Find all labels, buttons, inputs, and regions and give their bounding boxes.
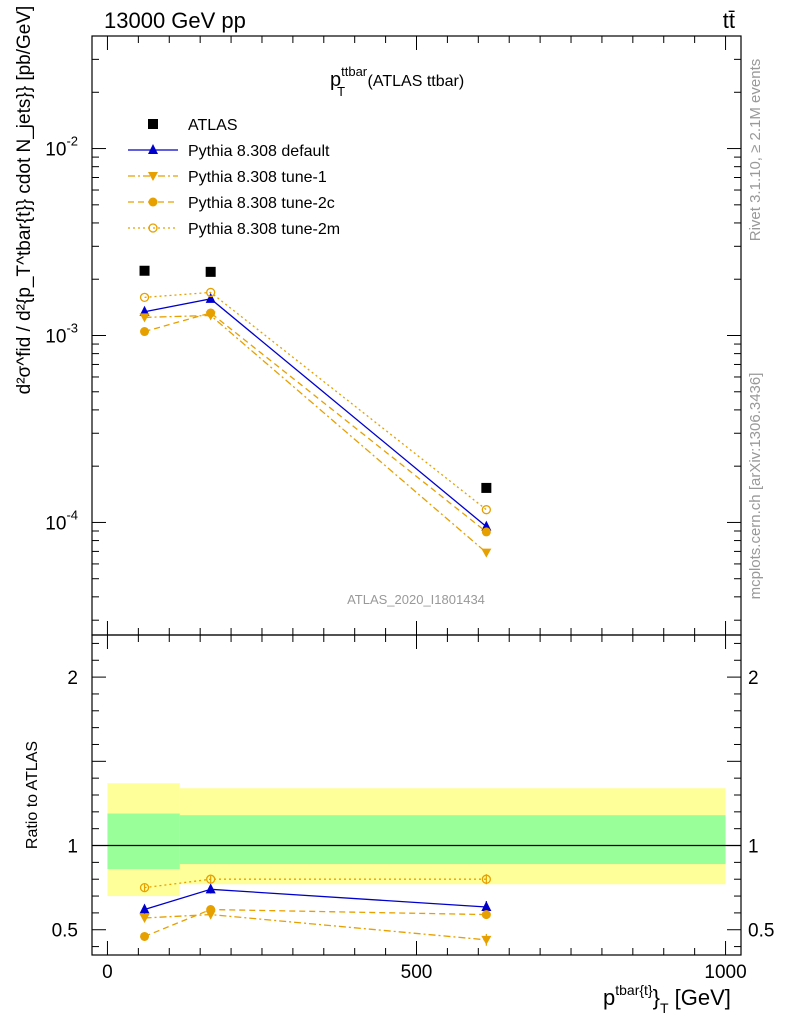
ratio-point — [140, 931, 150, 941]
y-tick-base: 10 — [45, 327, 66, 348]
x-tick-label: 1000 — [704, 962, 746, 983]
series-pythia-8-308-tune-2m — [139, 287, 491, 515]
legend-label: Pythia 8.308 tune-1 — [188, 169, 327, 186]
data-point — [139, 305, 150, 316]
data-point — [481, 482, 492, 493]
y-tick-base: 10 — [45, 140, 66, 161]
ratio-line — [144, 888, 487, 911]
y-tick-exp: -2 — [66, 134, 78, 149]
legend-marker — [148, 144, 158, 154]
plot-title-sup: ttbar — [341, 64, 368, 79]
xlabel-sub: T — [660, 1000, 669, 1016]
uncertainty-band-green — [107, 813, 180, 870]
y-tick-exp: -3 — [66, 321, 78, 336]
series-pythia-8-308-default — [139, 292, 492, 531]
series-atlas — [139, 265, 492, 493]
legend-item: Pythia 8.308 tune-2c — [128, 195, 335, 212]
ratio-point — [206, 905, 216, 915]
legend-marker — [148, 172, 158, 181]
plot-title: pttbar T (ATLAS ttbar) — [330, 64, 464, 99]
ratio-y-tick-label-right: 0.5 — [748, 921, 774, 942]
ratio-line — [144, 913, 487, 941]
y-tick-label: 10-4 — [45, 507, 78, 534]
uncertainty-band-green — [179, 815, 726, 865]
analysis-watermark: ATLAS_2020_I1801434 — [347, 592, 485, 607]
xlabel-rest: } — [653, 985, 660, 1010]
data-point — [206, 287, 216, 298]
x-tick-label: 0 — [102, 962, 113, 983]
y-tick-label: 10-3 — [45, 321, 78, 348]
legend-label: Pythia 8.308 tune-2m — [188, 221, 340, 238]
ratio-point — [139, 882, 150, 893]
ratio-y-tick-label-right: 2 — [748, 668, 759, 689]
data-point — [481, 520, 492, 531]
ratio-plot-panel: 0.5 0.5 1 1 2 2 0 500 1000 — [52, 634, 774, 983]
ratio-point — [139, 913, 150, 923]
y-tick-exp: -4 — [66, 507, 78, 522]
series-pythia-8-308-tune-1 — [139, 311, 492, 558]
xlabel: ptbar{t}}T [GeV] — [603, 982, 731, 1016]
data-point — [139, 292, 150, 302]
legend-item: Pythia 8.308 default — [128, 143, 330, 160]
ratio-series-pythia-8-308-tune-1 — [139, 910, 492, 946]
y-tick-base: 10 — [45, 513, 66, 534]
legend-marker — [148, 119, 158, 129]
data-point — [481, 527, 491, 537]
ratio-point — [481, 910, 491, 920]
legend-label: Pythia 8.308 tune-2c — [188, 195, 335, 212]
data-point — [140, 327, 150, 337]
series-line — [144, 314, 487, 554]
ratio-point — [481, 935, 492, 945]
ratio-point — [205, 883, 216, 894]
header-left: 13000 GeV pp — [104, 8, 246, 33]
ratio-y-tick-label-left: 1 — [67, 837, 78, 858]
mcplots-label: mcplots.cern.ch [arXiv:1306.3436] — [747, 373, 764, 600]
legend-item: Pythia 8.308 tune-2m — [128, 221, 340, 238]
xlabel-main: p — [603, 985, 615, 1010]
plot-title-sub: T — [337, 84, 345, 99]
ratio-point — [139, 903, 150, 914]
series-line — [144, 312, 487, 533]
legend-item: ATLAS — [148, 117, 238, 134]
data-point — [481, 505, 491, 515]
ratio-y-tick-label-right: 1 — [748, 837, 759, 858]
xlabel-sup: tbar{t} — [615, 982, 653, 998]
ratio-series-pythia-8-308-tune-2c — [140, 905, 491, 941]
rivet-label: Rivet 3.1.10, ≥ 2.1M events — [747, 59, 764, 242]
ylabel-lower: Ratio to ATLAS — [24, 741, 41, 849]
series-line — [144, 298, 487, 528]
legend-marker — [148, 223, 158, 233]
xlabel-unit: [GeV] — [669, 985, 731, 1010]
series-pythia-8-308-tune-2c — [140, 308, 491, 537]
data-point — [481, 548, 492, 558]
ratio-point — [206, 874, 216, 884]
ratio-point — [481, 874, 491, 884]
legend-label: Pythia 8.308 default — [188, 143, 330, 160]
legend-item: Pythia 8.308 tune-1 — [128, 169, 327, 186]
ratio-line — [144, 908, 487, 938]
ratio-point — [481, 901, 492, 911]
legend-label: ATLAS — [188, 117, 238, 134]
data-point — [139, 313, 150, 323]
plot-title-rest: (ATLAS ttbar) — [363, 73, 464, 90]
series-line — [144, 291, 487, 511]
ratio-y-tick-label-left: 2 — [67, 668, 78, 689]
y-tick-label: 10-2 — [45, 134, 78, 161]
legend-marker — [148, 197, 158, 207]
ratio-series-pythia-8-308-tune-2m — [139, 874, 491, 893]
data-point — [206, 308, 216, 318]
legend: ATLAS Pythia 8.308 default Pythia 8.308 tu… — [128, 117, 340, 238]
ratio-series-pythia-8-308-default — [139, 883, 492, 914]
ylabel-upper: d²σ^fid / d²{p_T^tbar{t}} cdot N_jets}} … — [14, 6, 35, 395]
plot-title-main: p — [330, 69, 341, 91]
header-right: tt̄ — [723, 8, 735, 33]
data-point — [139, 265, 150, 276]
x-tick-label: 500 — [401, 962, 433, 983]
data-point — [205, 292, 216, 303]
ratio-y-tick-label-left: 0.5 — [52, 921, 78, 942]
data-point — [205, 266, 216, 277]
